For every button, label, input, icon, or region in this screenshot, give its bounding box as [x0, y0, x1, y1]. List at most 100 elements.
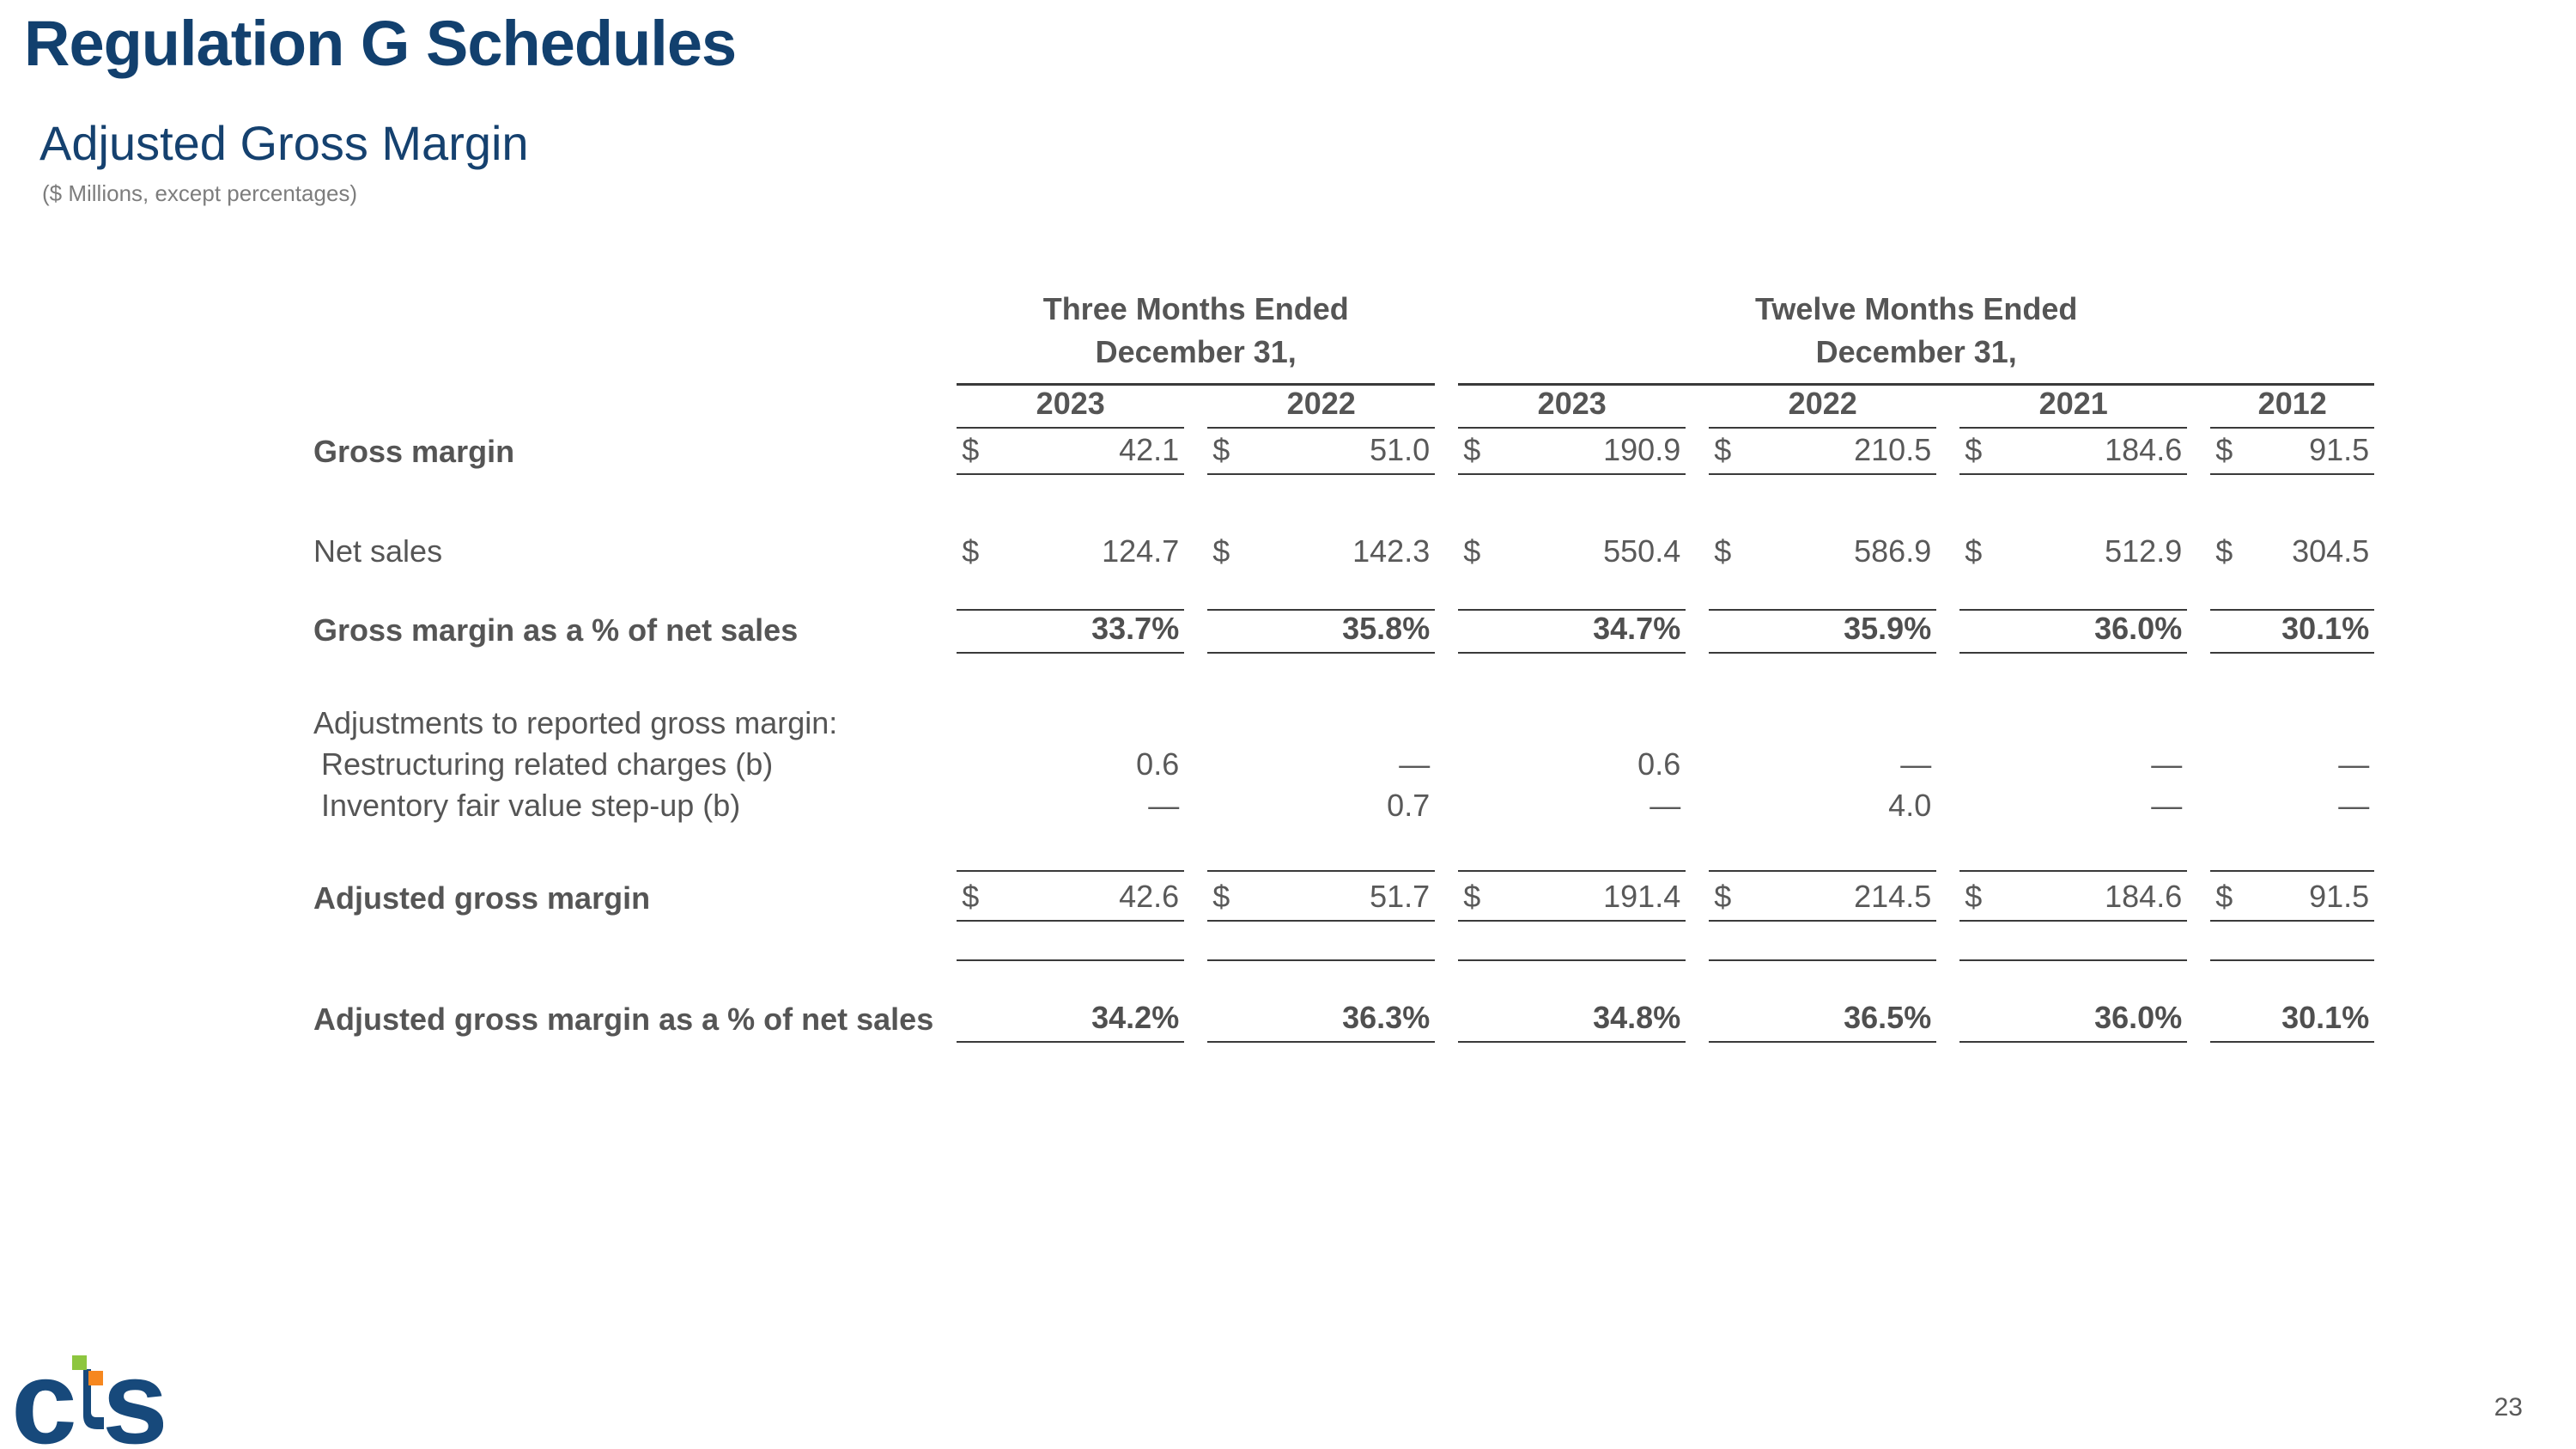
column-group-label: December 31, — [1815, 334, 2017, 370]
rule-line-cell — [2210, 922, 2375, 961]
page-title: Regulation G Schedules — [24, 8, 737, 79]
row-label: Gross margin as a % of net sales — [313, 612, 799, 648]
cell-value: 36.5% — [1844, 999, 1932, 1035]
value-cell: — — [957, 788, 1184, 829]
value-cell: $191.4 — [1458, 872, 1686, 922]
rule-line-cell — [2210, 654, 2374, 703]
cell-value: 0.7 — [1387, 787, 1431, 823]
currency-symbol: $ — [962, 533, 980, 569]
cell-value: 42.1 — [1119, 431, 1180, 467]
row-label: Restructuring related charges (b) — [321, 746, 774, 782]
rule-line-cell — [2210, 961, 2374, 1000]
value-cell: $586.9 — [1709, 530, 1936, 575]
table-row-gross-margin: Gross margin $42.1 $51.0 $190.9 $210.5 $184.6… — [313, 429, 2375, 475]
value-cell: 0.7 — [1207, 788, 1435, 829]
rule-line-cell — [1959, 575, 2187, 609]
currency-symbol: $ — [1463, 431, 1481, 467]
cell-value: 210.5 — [1854, 431, 1932, 467]
year-header: 2012 — [2210, 386, 2375, 429]
cell-value: 91.5 — [2309, 878, 2370, 914]
rule-line-cell — [957, 575, 1184, 609]
value-cell: $184.6 — [1959, 872, 2188, 922]
money-cell: $91.5 — [2210, 432, 2374, 468]
value-cell: $214.5 — [1709, 872, 1937, 922]
rule-line-cell — [1959, 922, 2188, 961]
cell-value: 190.9 — [1603, 431, 1681, 467]
rule-line-cell — [957, 475, 1184, 530]
row-label: Net sales — [313, 533, 443, 569]
cell-value: 33.7% — [1091, 610, 1180, 646]
money-cell: $304.5 — [2210, 533, 2374, 569]
currency-symbol: $ — [962, 878, 980, 914]
value-cell: $124.7 — [957, 530, 1184, 575]
table-row-adjusted-gross-margin: Adjusted gross margin $42.6 $51.7 $191.4 $21… — [313, 872, 2375, 922]
money-cell: $550.4 — [1458, 533, 1686, 569]
value-cell: $51.0 — [1207, 429, 1436, 475]
table-row-adjustments-header: Adjustments to reported gross margin: — [313, 703, 2374, 746]
currency-symbol: $ — [1965, 878, 1983, 914]
cell-value: 34.7% — [1593, 610, 1681, 646]
value-cell: 36.0% — [1959, 608, 2188, 654]
value-cell: $304.5 — [2210, 530, 2374, 575]
value-cell: $91.5 — [2210, 872, 2375, 922]
cts-logo: c s — [13, 1347, 163, 1449]
money-cell: $142.3 — [1207, 533, 1435, 569]
financial-table: Three Months Ended December 31, Twelve Mon… — [290, 288, 2397, 1043]
cell-value: — — [1649, 787, 1681, 823]
money-cell: $124.7 — [957, 533, 1184, 569]
cell-value: 214.5 — [1854, 878, 1932, 914]
money-cell: $214.5 — [1709, 879, 1936, 915]
rule-line-cell — [1458, 654, 1686, 703]
year-header: 2023 — [957, 386, 1185, 429]
value-cell: $210.5 — [1709, 429, 1937, 475]
cell-value: 512.9 — [2105, 533, 2183, 569]
cell-value: 0.6 — [1136, 746, 1180, 782]
logo-green-square — [72, 1355, 87, 1370]
rule-line-cell — [1207, 475, 1435, 530]
value-cell: $190.9 — [1458, 429, 1686, 475]
value-cell: — — [1959, 788, 2187, 829]
cell-value: 51.7 — [1370, 878, 1431, 914]
money-cell: $586.9 — [1709, 533, 1936, 569]
value-cell: $91.5 — [2210, 429, 2375, 475]
value-cell: 35.9% — [1709, 608, 1937, 654]
rule-line-cell — [1959, 829, 2188, 872]
value-cell: — — [1709, 746, 1936, 788]
rule-line-cell — [957, 922, 1185, 961]
currency-symbol: $ — [1463, 533, 1481, 569]
value-cell: $42.6 — [957, 872, 1185, 922]
rule-line-cell — [1207, 575, 1435, 609]
label-spacer — [313, 654, 933, 703]
table-row-inventory-step-up: Inventory fair value step-up (b) — 0.7 — 4.0… — [313, 788, 2374, 829]
currency-symbol: $ — [1965, 533, 1983, 569]
empty-cell — [1709, 703, 1936, 746]
column-group-header-row: Three Months Ended December 31, Twelve Mon… — [313, 288, 2375, 386]
rule-line-cell — [1458, 575, 1686, 609]
label-spacer — [313, 961, 933, 1000]
money-cell: $42.1 — [957, 432, 1184, 468]
money-cell: $51.7 — [1207, 879, 1435, 915]
value-cell: 0.6 — [1458, 746, 1686, 788]
value-cell: — — [2210, 788, 2374, 829]
value-cell: — — [1458, 788, 1686, 829]
value-cell: 4.0 — [1709, 788, 1936, 829]
page-number: 23 — [2494, 1393, 2523, 1422]
logo-letter-s: s — [102, 1347, 163, 1449]
row-label: Adjustments to reported gross margin: — [313, 704, 838, 740]
spacer-row — [313, 654, 2374, 703]
rule-line-cell — [1959, 961, 2187, 1000]
cell-value: 30.1% — [2281, 999, 2370, 1035]
cell-value: 304.5 — [2292, 533, 2370, 569]
currency-symbol: $ — [1714, 431, 1732, 467]
row-label: Gross margin — [313, 433, 515, 469]
cell-value: 36.0% — [2094, 999, 2183, 1035]
cell-value: 184.6 — [2105, 431, 2183, 467]
money-cell: $184.6 — [1959, 432, 2187, 468]
cell-value: 36.3% — [1342, 999, 1431, 1035]
currency-symbol: $ — [2215, 431, 2233, 467]
cell-value: — — [1900, 746, 1932, 782]
currency-symbol: $ — [1714, 533, 1732, 569]
cell-value: 91.5 — [2309, 431, 2370, 467]
year-header: 2023 — [1458, 386, 1686, 429]
row-label: Inventory fair value step-up (b) — [321, 787, 741, 823]
